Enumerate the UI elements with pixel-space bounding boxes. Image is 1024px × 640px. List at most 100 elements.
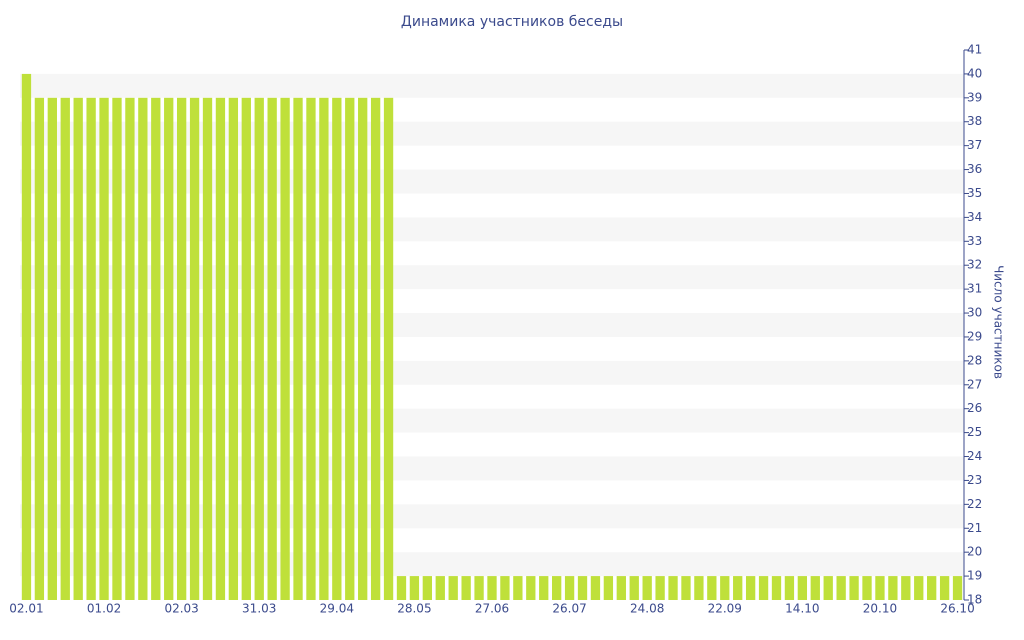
bar [577,576,588,600]
bar [810,576,820,600]
bar [409,576,420,600]
bar [888,576,898,600]
bar [526,576,536,600]
y-tick-label: 33 [967,234,982,248]
bar [875,576,885,600]
bar [280,97,290,601]
y-tick-label: 38 [967,114,982,128]
bar [396,576,407,600]
y-tick-label: 30 [967,306,982,320]
grid-band [20,217,964,242]
y-tick-label: 23 [967,473,982,487]
bar [73,97,83,601]
bar [720,576,730,600]
bar [448,576,458,600]
bar [797,576,808,600]
y-axis-title: Число участников [992,265,1006,379]
bar [176,97,187,601]
bar [86,97,96,601]
x-tick-label: 31.03 [242,602,276,616]
y-tick-label: 24 [967,449,982,463]
bar [552,576,562,600]
x-tick-label: 01.02 [87,602,121,616]
bar [564,576,575,600]
bar [590,576,601,600]
x-tick-label: 14.10 [785,602,819,616]
grid-band [20,504,964,529]
bar [539,576,549,600]
bar [267,97,277,601]
x-tick-label: 02.03 [164,602,198,616]
bar [823,576,833,600]
y-tick-label: 25 [967,425,982,439]
bar [435,576,445,600]
grid-band [20,265,964,290]
y-tick-label: 27 [967,377,982,391]
bar [629,576,639,600]
bar [939,576,950,600]
y-tick-label: 21 [967,521,982,535]
bar [99,97,109,601]
bar [254,97,264,601]
bar [901,576,911,600]
bar [474,576,484,600]
bar [758,576,769,600]
y-tick-label: 41 [967,43,982,57]
bar [202,97,213,601]
grid-band [20,121,964,146]
grid-band [20,169,964,194]
bar [189,97,200,601]
bar [849,576,859,600]
bar [370,97,381,601]
y-tick-label: 20 [967,545,982,559]
bar [358,97,368,601]
bar [332,97,342,601]
y-tick-label: 26 [967,401,982,415]
bar [461,576,471,600]
bar [862,576,872,600]
grid-band [20,360,964,385]
bar [513,576,523,600]
bar [47,97,57,601]
bar [694,576,704,600]
bar [952,576,963,600]
y-tick-label: 40 [967,66,982,80]
bar [487,576,497,600]
bar [927,576,937,600]
bar [616,576,626,600]
grid-band [20,408,964,433]
bar [500,576,510,600]
bar [733,576,743,600]
x-tick-label: 27.06 [475,602,509,616]
grid-band [20,313,964,337]
bar [34,97,45,601]
y-tick-label: 22 [967,497,982,511]
y-tick-label: 36 [967,162,982,176]
bar [164,97,174,601]
y-tick-label: 29 [967,329,982,343]
grid-band [20,552,964,577]
bar [151,97,161,601]
bar [681,576,691,600]
bar [345,97,355,601]
bar [642,576,652,600]
bar [125,97,135,601]
grid-band [20,456,964,481]
bar [138,97,148,601]
bar [319,97,329,601]
bar [228,97,239,601]
y-tick-label: 37 [967,138,982,152]
y-tick-label: 31 [967,282,982,296]
y-tick-label: 32 [967,258,982,272]
bar [21,73,32,601]
bar [112,97,122,601]
bar [914,576,924,600]
bar [293,97,303,601]
y-tick-label: 39 [967,90,982,104]
bar [655,576,665,600]
chart-title: Динамика участников беседы [401,14,623,30]
x-tick-label: 29.04 [320,602,354,616]
bar [383,97,394,601]
bar [241,97,251,601]
